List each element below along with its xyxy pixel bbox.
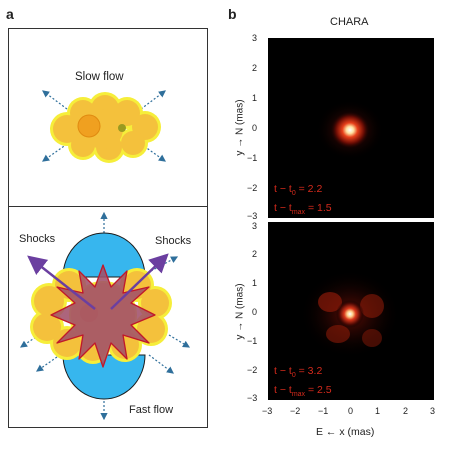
top-line1-sub: 0: [291, 190, 296, 198]
xtick: 3: [430, 406, 436, 416]
slow-flow-cloud: [50, 92, 161, 163]
bottom-line2-a: t − t: [274, 384, 292, 397]
y-axis-label-bottom: y → N (mas): [234, 283, 246, 340]
xtick: 1: [375, 406, 381, 416]
bottom-line2-sub: max: [291, 391, 306, 399]
slow-flow-label: Slow flow: [75, 71, 124, 83]
bottom-line1-b: = 3.2: [295, 365, 323, 377]
ytick-top: 1: [252, 93, 258, 103]
xtick: 0: [348, 406, 354, 416]
bottom-image-annotation: t − t0 = 3.2 t − tmax = 2.5: [274, 364, 332, 400]
shock-star: [50, 264, 156, 368]
bottom-line1-a: t − t: [274, 365, 292, 377]
bottom-line2-b: = 2.5: [305, 384, 332, 397]
ytick-bottom: 3: [252, 221, 258, 231]
top-line2-b: = 1.5: [305, 202, 332, 215]
fast-flow-box: Shocks Shocks Fast flow: [8, 206, 208, 428]
ytick-bottom: −1: [247, 336, 258, 346]
ytick-top: −2: [247, 183, 258, 193]
ytick-bottom: 1: [252, 278, 258, 288]
primary-star: [77, 114, 101, 138]
fast-flow-lobes: [62, 232, 146, 400]
slow-flow-box: Slow flow: [8, 28, 208, 207]
chara-image-bottom: t − t0 = 3.2 t − tmax = 2.5: [268, 222, 434, 400]
x-axis-label: E ← x (mas): [316, 426, 375, 438]
ytick-bottom: −3: [247, 393, 258, 403]
xtick: −1: [318, 406, 329, 416]
panel-a-letter: a: [6, 6, 14, 22]
ytick-top: 2: [252, 63, 258, 73]
top-line2-sub: max: [291, 209, 306, 217]
y-axis-label-top: y → N (mas): [234, 99, 246, 156]
ytick-bottom: 0: [252, 307, 258, 317]
shocks-right-label: Shocks: [155, 235, 192, 247]
xtick: −2: [290, 406, 301, 416]
ytick-top: −1: [247, 153, 258, 163]
ytick-bottom: −2: [247, 365, 258, 375]
companion-star: [118, 124, 126, 132]
panel-b-letter: b: [228, 6, 237, 22]
ytick-top: 0: [252, 123, 258, 133]
shock-arrows: [27, 253, 169, 310]
top-image-annotation: t − t0 = 2.2 t − tmax = 1.5: [274, 182, 332, 218]
fast-flow-illustration: [20, 211, 191, 421]
bottom-line1-sub: 0: [291, 372, 296, 380]
ytick-bottom: 2: [252, 249, 258, 259]
fast-flow-label: Fast flow: [129, 404, 174, 416]
top-line1-b: = 2.2: [295, 183, 323, 195]
top-line2-a: t − t: [274, 202, 292, 215]
xtick: −3: [262, 406, 273, 416]
slow-flow-illustration: [42, 90, 166, 163]
chara-image-top: t − t0 = 2.2 t − tmax = 1.5: [268, 38, 434, 218]
ytick-top: 3: [252, 33, 258, 43]
xtick: 2: [403, 406, 409, 416]
top-line1-a: t − t: [274, 183, 292, 195]
chara-title: CHARA: [330, 16, 369, 28]
shocks-left-label: Shocks: [19, 233, 56, 245]
ytick-top: −3: [247, 211, 258, 221]
